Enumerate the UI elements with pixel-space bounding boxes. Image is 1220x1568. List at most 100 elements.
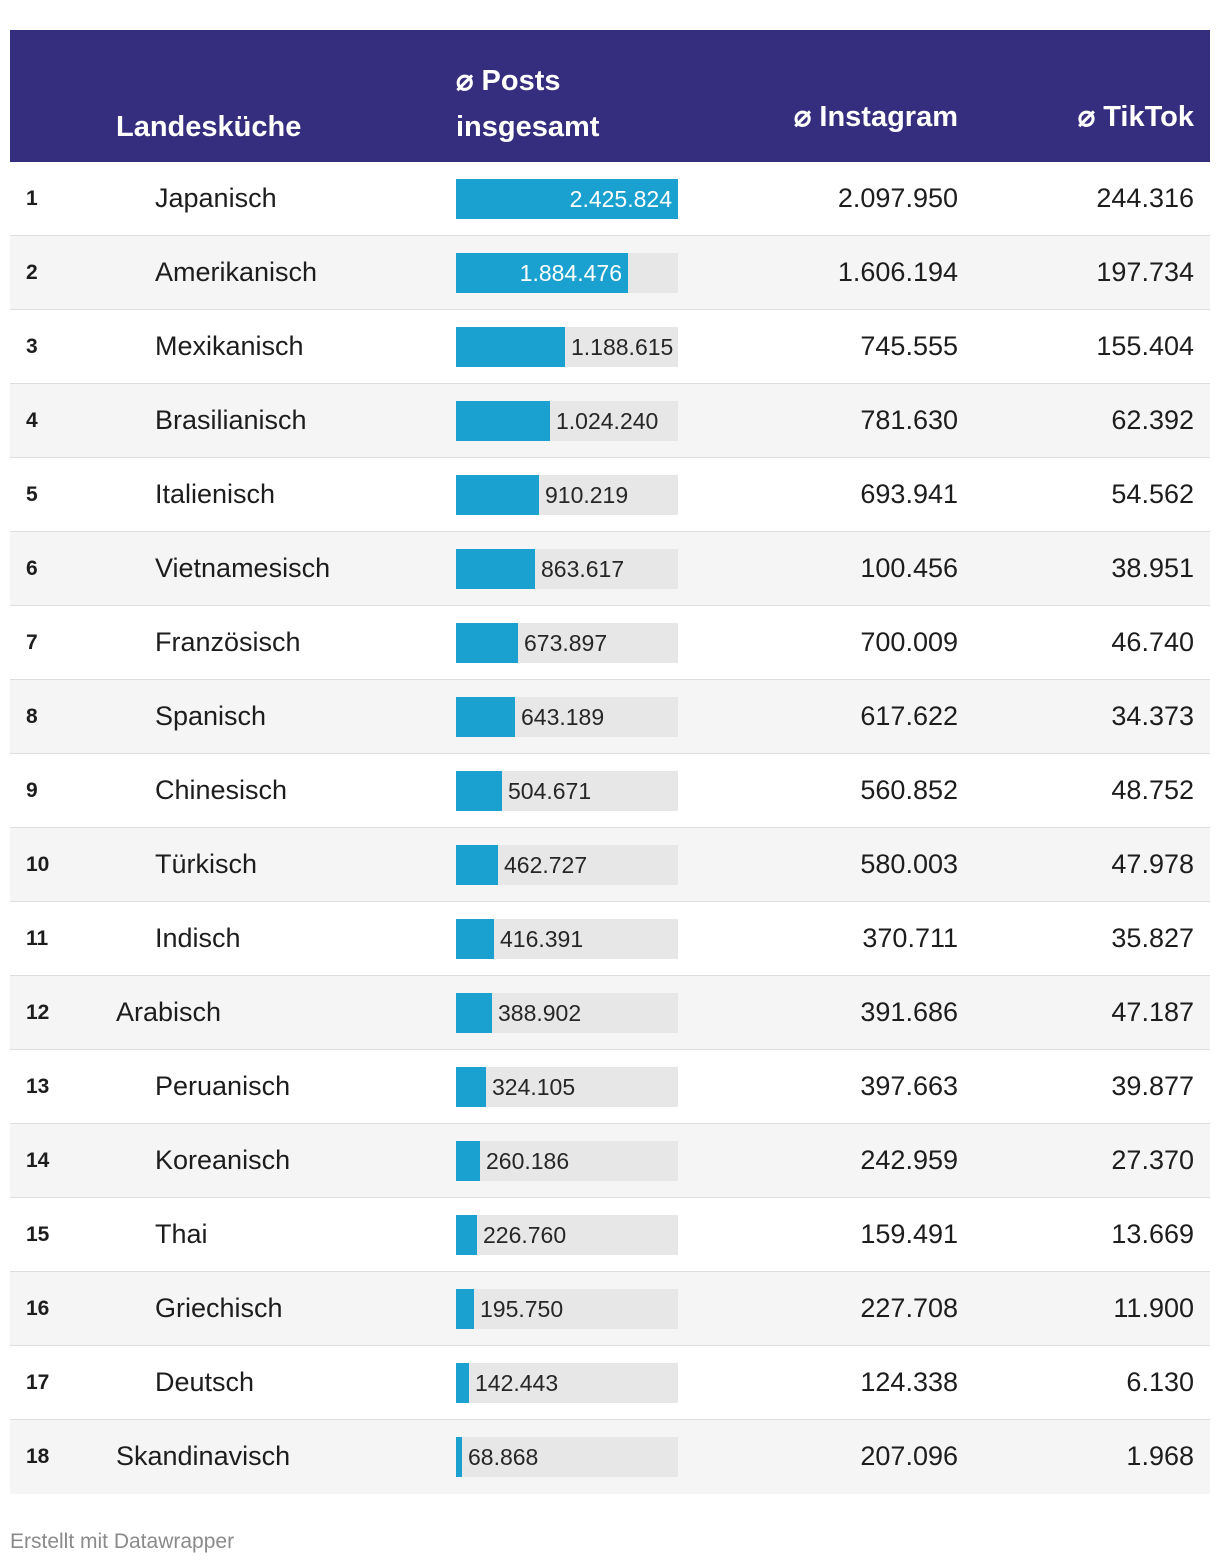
tiktok-value: 34.373	[1111, 701, 1194, 731]
posts-bar	[456, 623, 518, 663]
instagram-value: 227.708	[860, 1293, 958, 1323]
table-row: 2 Amerikanisch 1.884.476 1.606.194 197.734	[10, 236, 1210, 310]
japan-flag-icon	[116, 189, 145, 208]
posts-bar-track: 1.024.240	[456, 401, 678, 441]
thailand-flag-icon	[116, 1225, 145, 1244]
rank-cell: 1	[26, 187, 38, 210]
posts-value: 462.727	[504, 852, 588, 878]
posts-bar-track: 324.105	[456, 1067, 678, 1107]
cuisine-name: Deutsch	[155, 1367, 255, 1397]
posts-bar-track: 504.671	[456, 771, 678, 811]
posts-value: 324.105	[492, 1074, 576, 1100]
posts-bar-track: 1.188.615	[456, 327, 678, 367]
vietnam-flag-icon	[116, 559, 145, 578]
rank-cell: 2	[26, 261, 38, 284]
cuisine-name: Griechisch	[155, 1293, 283, 1323]
header-posts[interactable]: ⌀ Posts insgesamt	[456, 58, 696, 150]
instagram-value: 242.959	[860, 1145, 958, 1175]
cuisine-cell: Italienisch	[116, 458, 275, 531]
posts-bar	[456, 475, 539, 515]
header-cuisine[interactable]: Landesküche	[116, 111, 302, 143]
rank-cell: 17	[26, 1371, 50, 1394]
posts-bar-track: 416.391	[456, 919, 678, 959]
table-body: 1 Japanisch 2.425.824 2.097.950 244.316 2 Amer…	[10, 162, 1210, 1494]
rank-cell: 11	[26, 927, 49, 950]
cuisine-name: Peruanisch	[155, 1071, 291, 1101]
posts-value: 142.443	[475, 1370, 559, 1396]
cuisine-name: Chinesisch	[155, 775, 288, 805]
tiktok-value: 11.900	[1113, 1293, 1194, 1323]
data-table: Landesküche ⌀ Posts insgesamt ⌀ Instagra…	[10, 30, 1210, 1494]
posts-value: 1.884.476	[519, 260, 622, 286]
posts-bar	[456, 919, 494, 959]
posts-bar	[456, 1141, 480, 1181]
italy-flag-icon	[116, 485, 145, 504]
table-row: 4 Brasilianisch 1.024.240 781.630 62.392	[10, 384, 1210, 458]
cuisine-name: Brasilianisch	[155, 405, 307, 435]
posts-bar	[456, 1437, 462, 1477]
table-row: 6 Vietnamesisch 863.617 100.456 38.951	[10, 532, 1210, 606]
posts-value: 226.760	[483, 1222, 567, 1248]
instagram-value: 124.338	[860, 1367, 958, 1397]
tiktok-value: 6.130	[1126, 1367, 1194, 1397]
cuisine-cell: Brasilianisch	[116, 384, 307, 457]
table-row: 18 Skandinavisch 68.868 207.096 1.968	[10, 1420, 1210, 1494]
spain-flag-icon	[116, 707, 145, 726]
footer-credit[interactable]: Erstellt mit Datawrapper	[10, 1530, 235, 1553]
tiktok-value: 27.370	[1111, 1145, 1194, 1175]
posts-value: 416.391	[500, 926, 584, 952]
posts-bar	[456, 1289, 474, 1329]
india-flag-icon	[116, 929, 145, 948]
posts-bar-track: 643.189	[456, 697, 678, 737]
rank-cell: 6	[26, 557, 38, 580]
posts-value: 863.617	[541, 556, 625, 582]
table-row: 5 Italienisch 910.219 693.941 54.562	[10, 458, 1210, 532]
cuisine-cell: Türkisch	[116, 828, 257, 901]
tiktok-value: 47.187	[1111, 997, 1194, 1027]
brazil-flag-icon	[116, 411, 145, 430]
tiktok-value: 54.562	[1111, 479, 1194, 509]
instagram-value: 580.003	[860, 849, 958, 879]
greece-flag-icon	[116, 1299, 145, 1318]
table-row: 17 Deutsch 142.443 124.338 6.130	[10, 1346, 1210, 1420]
tiktok-value: 39.877	[1111, 1071, 1194, 1101]
rank-cell: 3	[26, 335, 38, 358]
table-row: 13 Peruanisch 324.105 397.663 39.877	[10, 1050, 1210, 1124]
header-instagram[interactable]: ⌀ Instagram	[793, 101, 958, 133]
posts-value: 1.188.615	[571, 334, 674, 360]
instagram-value: 391.686	[860, 997, 958, 1027]
table-row: 14 Koreanisch 260.186 242.959 27.370	[10, 1124, 1210, 1198]
header-posts-line2: insgesamt	[456, 111, 600, 143]
posts-bar	[456, 1215, 477, 1255]
header-tiktok[interactable]: ⌀ TikTok	[1077, 101, 1194, 133]
instagram-value: 2.097.950	[837, 183, 958, 213]
instagram-value: 617.622	[860, 701, 958, 731]
tiktok-value: 244.316	[1096, 183, 1194, 213]
cuisine-cell: Vietnamesisch	[116, 532, 330, 605]
instagram-value: 560.852	[860, 775, 958, 805]
cuisine-name: Mexikanisch	[155, 331, 304, 361]
instagram-value: 1.606.194	[837, 257, 958, 287]
rank-cell: 9	[26, 779, 38, 802]
posts-bar-track: 142.443	[456, 1363, 678, 1403]
table-row: 1 Japanisch 2.425.824 2.097.950 244.316	[10, 162, 1210, 236]
cuisine-cell: Chinesisch	[116, 754, 287, 827]
instagram-value: 693.941	[860, 479, 958, 509]
posts-bar	[456, 549, 535, 589]
tiktok-value: 155.404	[1096, 331, 1194, 361]
posts-value: 68.868	[468, 1444, 539, 1470]
tiktok-value: 13.669	[1111, 1219, 1194, 1249]
rank-cell: 8	[26, 705, 38, 728]
germany-flag-icon	[116, 1373, 145, 1392]
posts-value: 195.750	[480, 1296, 564, 1322]
posts-bar	[456, 697, 515, 737]
cuisine-name: Arabisch	[116, 997, 222, 1027]
tiktok-value: 1.968	[1126, 1441, 1194, 1471]
cuisine-cell: Griechisch	[116, 1272, 283, 1345]
posts-bar	[456, 771, 502, 811]
posts-bar-track: 68.868	[456, 1437, 678, 1477]
posts-value: 2.425.824	[569, 186, 672, 212]
tiktok-value: 47.978	[1111, 849, 1194, 879]
posts-value: 643.189	[521, 704, 605, 730]
cuisine-name: Thai	[155, 1219, 208, 1249]
